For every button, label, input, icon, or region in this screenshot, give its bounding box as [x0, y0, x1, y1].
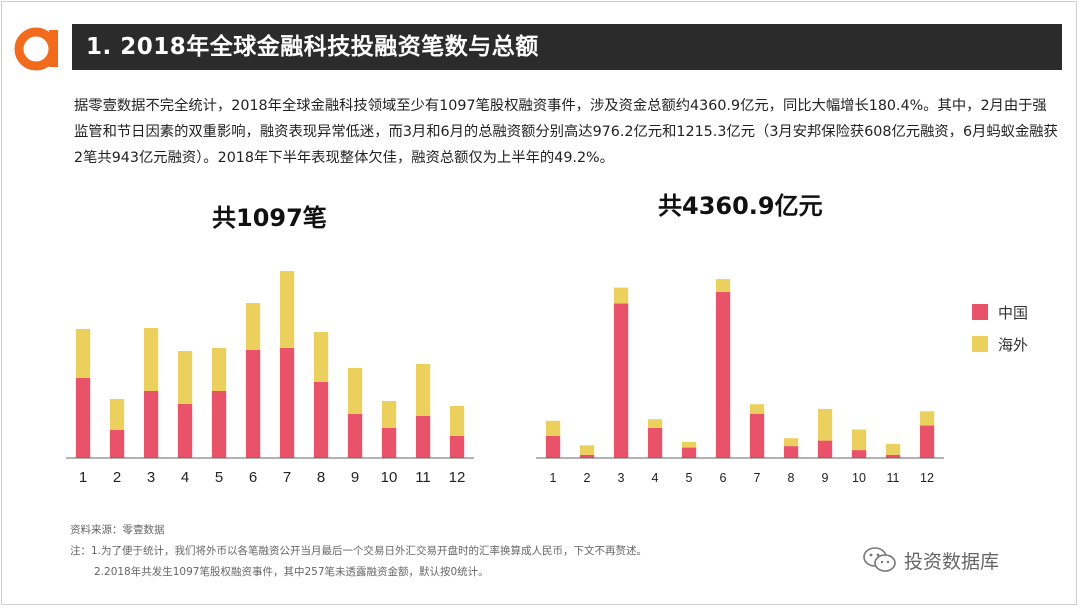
bar-china-5 [211, 391, 227, 458]
x-tick-label: 3 [147, 469, 155, 486]
bar-china-1 [75, 378, 91, 458]
x-tick-label: 10 [381, 469, 398, 486]
bar-overseas-10 [381, 401, 397, 428]
bar-overseas-9 [347, 368, 363, 414]
x-tick-label: 7 [754, 471, 761, 485]
bar-china-12 [449, 436, 465, 458]
bar-overseas-6 [715, 279, 731, 292]
bar-overseas-8 [783, 438, 799, 447]
x-tick-label: 6 [249, 469, 257, 486]
bar-overseas-3 [143, 328, 159, 391]
x-tick-label: 7 [283, 469, 291, 486]
bar-china-11 [415, 416, 431, 458]
brand-logo-icon [14, 27, 58, 71]
bar-china-3 [143, 391, 159, 458]
x-tick-label: 11 [415, 469, 431, 486]
page-title: 1. 2018年全球金融科技投融资笔数与总额 [86, 34, 539, 60]
bar-china-7 [749, 413, 765, 458]
x-tick-label: 10 [852, 471, 866, 485]
x-tick-label: 5 [686, 471, 693, 485]
bar-overseas-10 [851, 429, 867, 451]
note-2: 2.2018年共发生1097笔股权融资事件，其中257笔未透露融资金额，默认按0… [94, 566, 489, 578]
x-tick-label: 11 [887, 471, 900, 485]
bar-overseas-2 [579, 445, 595, 455]
bar-china-3 [613, 303, 629, 458]
watermark-text: 投资数据库 [904, 550, 1000, 573]
title-bar: 1. 2018年全球金融科技投融资笔数与总额 [72, 24, 1062, 70]
x-tick-label: 5 [215, 469, 223, 486]
bar-overseas-7 [749, 404, 765, 414]
x-tick-label: 4 [652, 471, 659, 485]
footnotes: 资料来源：零壹数据 注：1.为了便于统计，我们将外币以各笔融资公开当月最后一个交… [70, 520, 647, 583]
x-tick-label: 1 [550, 471, 557, 485]
watermark: 投资数据库 [862, 546, 999, 574]
chart-deal-count: 1 2 3 4 5 6 7 8 9 10 11 12 [66, 271, 474, 486]
bar-overseas-4 [647, 419, 663, 428]
bar-china-2 [579, 454, 595, 458]
bar-overseas-9 [817, 408, 833, 441]
x-tick-label: 12 [449, 469, 466, 486]
legend-label-china: 中国 [998, 303, 1029, 322]
bar-china-4 [647, 427, 663, 458]
bar-china-8 [313, 382, 329, 458]
bar-china-4 [177, 404, 193, 458]
chart-legend: 中国 海外 [972, 298, 1028, 362]
x-tick-label: 8 [317, 469, 325, 486]
bar-overseas-12 [449, 406, 465, 436]
legend-swatch-overseas [972, 336, 988, 352]
bar-overseas-11 [415, 364, 431, 416]
bar-china-9 [817, 440, 833, 458]
bar-overseas-7 [279, 271, 295, 348]
bar-china-2 [109, 430, 125, 458]
legend-swatch-china [972, 304, 988, 320]
chart-title-count: 共1097笔 [212, 204, 327, 232]
x-tick-label: 6 [720, 471, 727, 485]
bar-china-8 [783, 446, 799, 458]
bar-china-10 [851, 450, 867, 458]
bar-china-9 [347, 414, 363, 458]
legend-item-china: 中国 [972, 298, 1028, 326]
bar-china-12 [919, 425, 935, 458]
summary-paragraph: 据零壹数据不完全统计，2018年全球金融科技领域至少有1097笔股权融资事件，涉… [74, 98, 1058, 166]
chart-title-amount: 共4360.9亿元 [658, 192, 823, 220]
bar-china-7 [279, 348, 295, 458]
x-tick-label: 9 [351, 469, 359, 486]
bar-overseas-1 [545, 420, 561, 436]
bar-china-5 [681, 447, 697, 458]
bar-overseas-2 [109, 399, 125, 430]
x-tick-label: 4 [181, 469, 189, 486]
bar-overseas-12 [919, 411, 935, 426]
x-tick-label: 2 [113, 469, 121, 486]
source-note: 资料来源：零壹数据 [70, 524, 165, 536]
bar-china-1 [545, 435, 561, 458]
bar-china-11 [885, 454, 901, 458]
bar-overseas-5 [211, 348, 227, 391]
bar-overseas-4 [177, 351, 193, 404]
note-1: 注：1.为了便于统计，我们将外币以各笔融资公开当月最后一个交易日外汇交易开盘时的… [70, 545, 648, 557]
chart-deal-amount: 1 2 3 4 5 6 7 8 9 10 11 12 [536, 279, 944, 485]
x-tick-label: 9 [822, 471, 829, 485]
bar-overseas-11 [885, 443, 901, 455]
bar-overseas-8 [313, 332, 329, 382]
legend-label-overseas: 海外 [998, 335, 1029, 354]
wechat-icon [863, 547, 896, 572]
bar-overseas-3 [613, 287, 629, 304]
bar-china-6 [715, 291, 731, 459]
legend-item-overseas: 海外 [972, 330, 1028, 358]
bar-china-10 [381, 428, 397, 458]
x-tick-label: 8 [788, 471, 795, 485]
bar-overseas-6 [245, 303, 261, 350]
bar-overseas-1 [75, 329, 91, 378]
x-tick-label: 2 [584, 471, 591, 485]
x-tick-label: 1 [79, 469, 87, 486]
bar-overseas-5 [681, 442, 697, 448]
bar-china-6 [245, 350, 261, 458]
x-tick-label: 3 [618, 471, 625, 485]
x-tick-label: 12 [920, 471, 934, 485]
